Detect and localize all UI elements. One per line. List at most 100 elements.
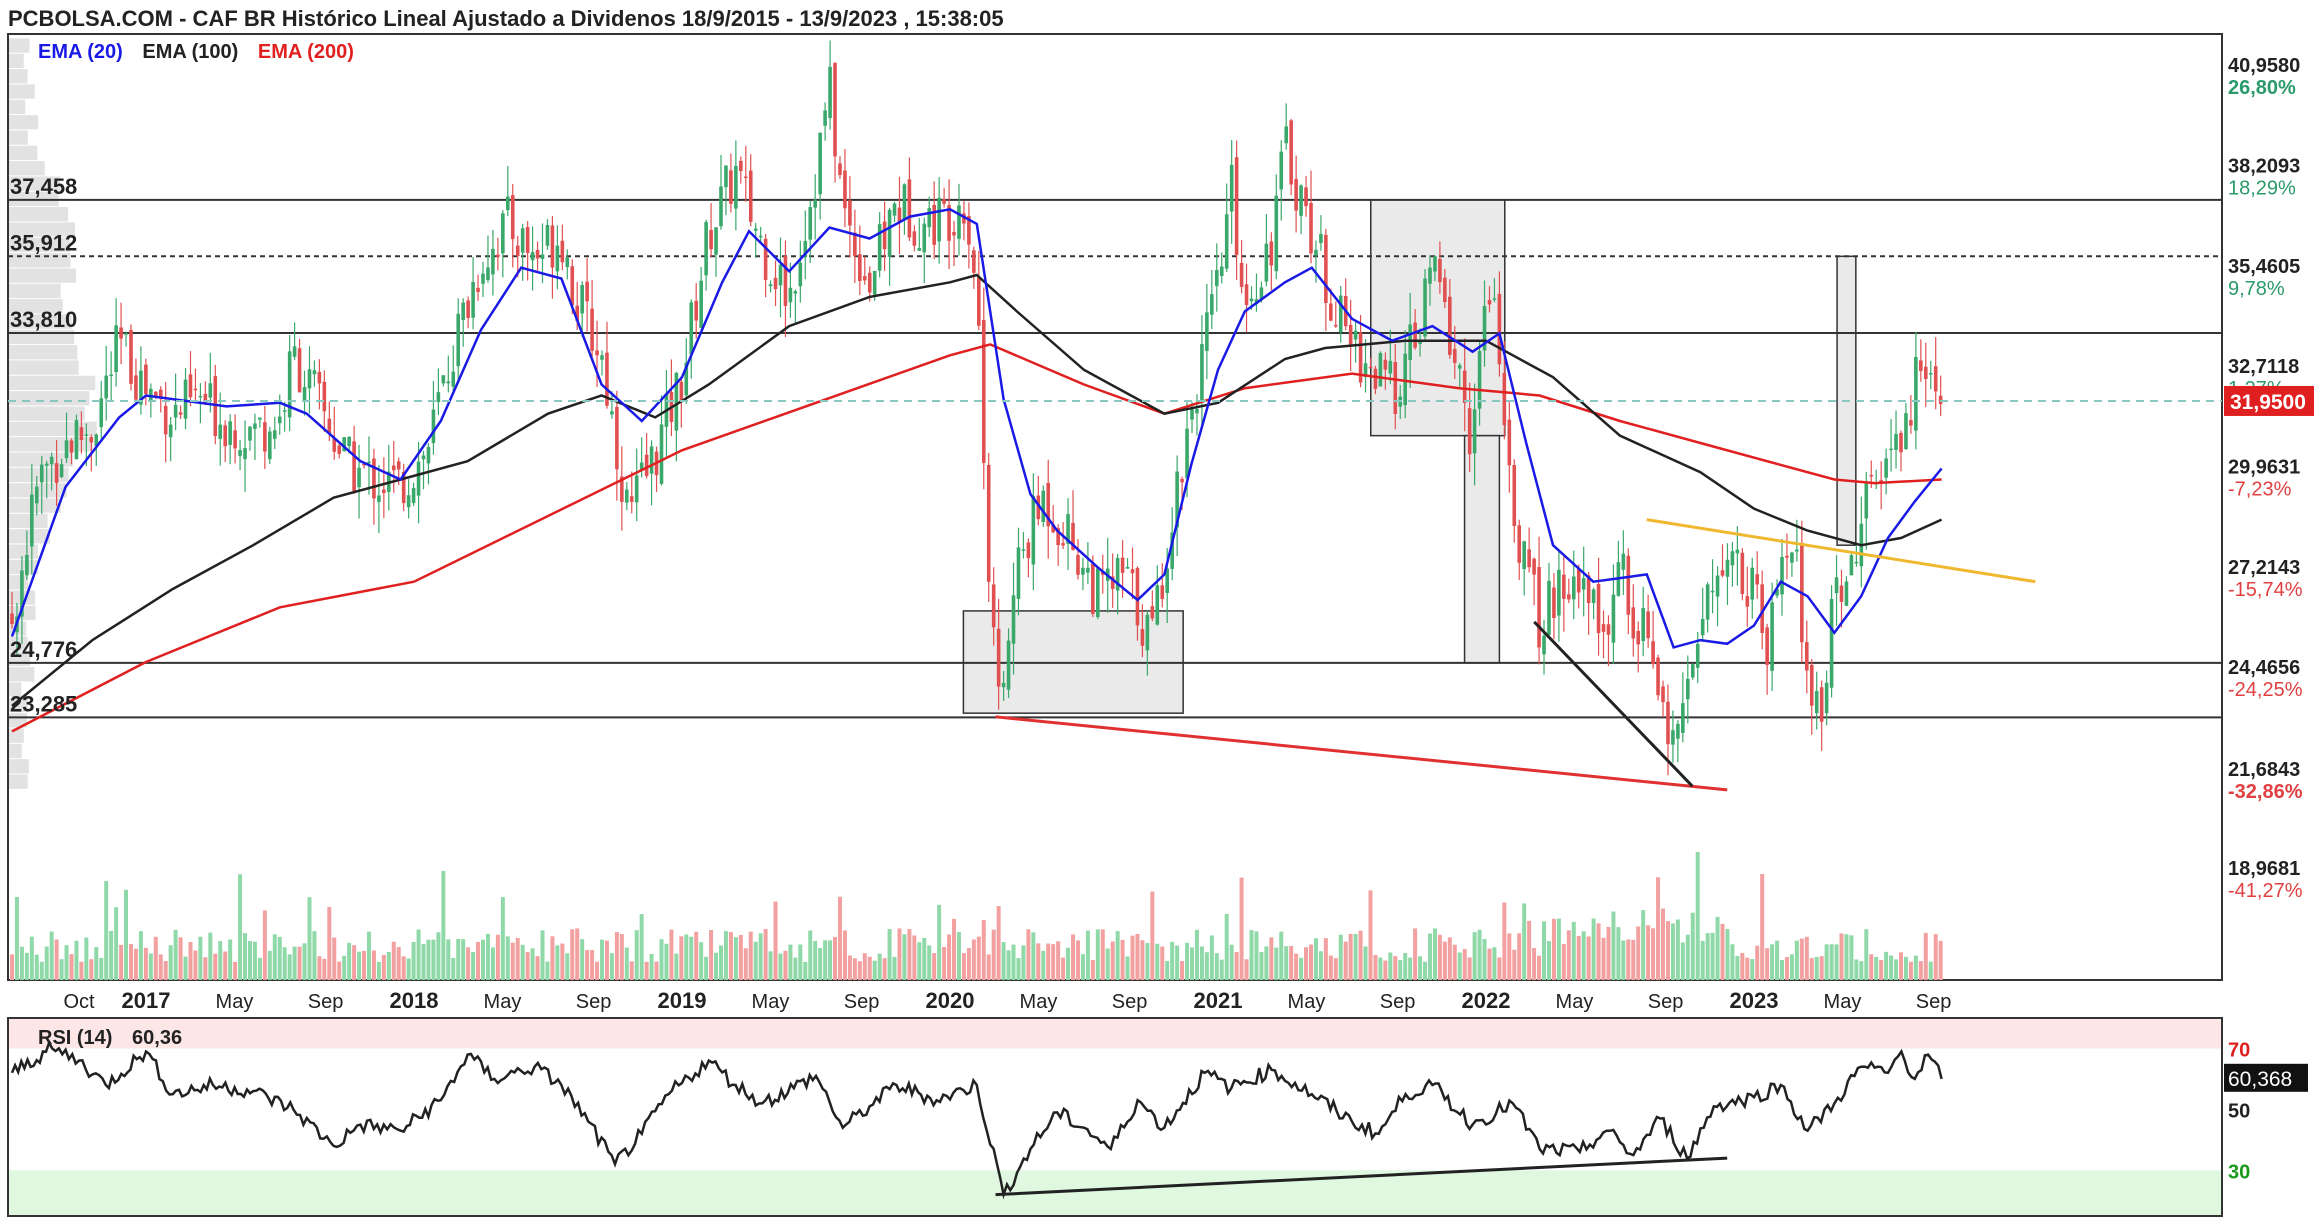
candle-body	[605, 352, 609, 406]
candle-body	[768, 284, 773, 287]
candle-body	[496, 254, 500, 257]
volume-profile-bar	[9, 544, 38, 559]
volume-profile-bar	[9, 759, 29, 774]
candle-body	[1244, 284, 1249, 305]
volume-bar	[114, 907, 119, 980]
candle-body	[1869, 474, 1874, 477]
volume-bar	[1576, 936, 1581, 980]
candle-body	[1408, 324, 1412, 361]
candle-body	[1021, 549, 1026, 551]
volume-bar	[1120, 939, 1125, 980]
candle-body	[69, 440, 74, 453]
horizontal-levels	[8, 198, 2222, 719]
volume-bar	[520, 944, 525, 980]
volume-bar	[1437, 934, 1442, 980]
candle-body	[297, 348, 302, 393]
candle-body	[1110, 576, 1115, 589]
price-panel-frame	[7, 33, 2223, 981]
volume-bar	[1710, 932, 1715, 980]
volume-bar	[148, 953, 153, 980]
candle-body	[1210, 294, 1214, 315]
candle-body	[897, 207, 902, 223]
volume-bar	[282, 947, 287, 980]
candle-body	[1185, 428, 1189, 479]
candle-body	[268, 431, 272, 460]
rsi-current-badge	[2224, 1063, 2308, 1092]
candle-body	[476, 287, 480, 292]
volume-profile	[9, 38, 97, 789]
candle-body	[1844, 581, 1849, 606]
volume-bar	[872, 960, 877, 980]
candle-body	[555, 245, 560, 272]
candle-body	[178, 412, 183, 415]
candle-body	[352, 441, 356, 491]
candle-body	[753, 228, 758, 231]
volume-bar	[907, 929, 912, 980]
volume-bar	[1016, 958, 1021, 980]
rsi-current-label: 60,368	[2228, 1068, 2292, 1091]
volume-bar	[1834, 944, 1839, 980]
volume-profile-bar	[9, 513, 48, 529]
volume-bar	[1670, 923, 1675, 980]
candle-body	[1814, 690, 1819, 714]
volume-bar	[585, 950, 590, 980]
candle-body	[877, 224, 882, 271]
candle-body	[932, 204, 936, 245]
volume-bar	[897, 928, 902, 980]
candle-body	[421, 455, 426, 460]
volume-bar	[922, 937, 927, 980]
candle-body	[1780, 557, 1784, 595]
volume-bar	[1819, 956, 1824, 980]
volume-bar	[223, 951, 228, 980]
volume-bar	[1745, 957, 1750, 980]
volume-bar	[942, 946, 947, 980]
candle-body	[134, 375, 138, 400]
volume-profile-bar	[9, 38, 30, 53]
volume-bar	[664, 943, 669, 980]
volume-bar	[481, 939, 486, 980]
candle-body	[1725, 559, 1730, 577]
candle-body	[158, 389, 163, 400]
volume-bar	[1869, 954, 1874, 980]
time-axis-label: 2018	[390, 988, 439, 1013]
candle-body	[734, 165, 738, 209]
volume-bar	[1328, 955, 1333, 980]
volume-bar	[1061, 957, 1066, 980]
volume-bar	[1452, 944, 1457, 980]
candle-body	[114, 325, 118, 373]
volume-bar	[1908, 961, 1913, 980]
volume-bar	[1522, 903, 1527, 980]
volume-bar	[1413, 928, 1418, 980]
level-label: 37,458	[10, 174, 77, 199]
volume-bar	[684, 934, 689, 980]
candle-body	[1096, 568, 1100, 618]
candle-body	[1700, 618, 1705, 636]
volume-bar	[1561, 943, 1566, 980]
volume-bar	[857, 961, 862, 980]
candle-body	[838, 163, 842, 176]
trend-line	[995, 715, 1728, 792]
candle-body	[580, 284, 584, 314]
candle-body	[942, 199, 946, 204]
candle-body	[1076, 555, 1080, 575]
trend-line	[1533, 620, 1694, 788]
volume-bar	[228, 939, 233, 980]
volume-bar	[143, 947, 148, 980]
candle-body	[1363, 363, 1368, 377]
volume-bar	[1318, 951, 1323, 980]
candle-body	[907, 179, 912, 238]
volume-bar	[456, 938, 461, 980]
candle-body	[1165, 568, 1170, 593]
time-axis-label: May	[1020, 991, 1058, 1013]
volume-bar	[84, 937, 89, 980]
volume-bar	[704, 956, 709, 980]
volume-bar	[803, 961, 808, 980]
candle-body	[525, 227, 530, 253]
volume-bar	[401, 956, 406, 980]
volume-bar	[902, 934, 907, 980]
volume-bar	[124, 889, 129, 980]
candle-body	[962, 213, 966, 224]
volume-bar	[595, 961, 600, 980]
candle-body	[20, 570, 24, 617]
candle-body	[307, 369, 312, 389]
